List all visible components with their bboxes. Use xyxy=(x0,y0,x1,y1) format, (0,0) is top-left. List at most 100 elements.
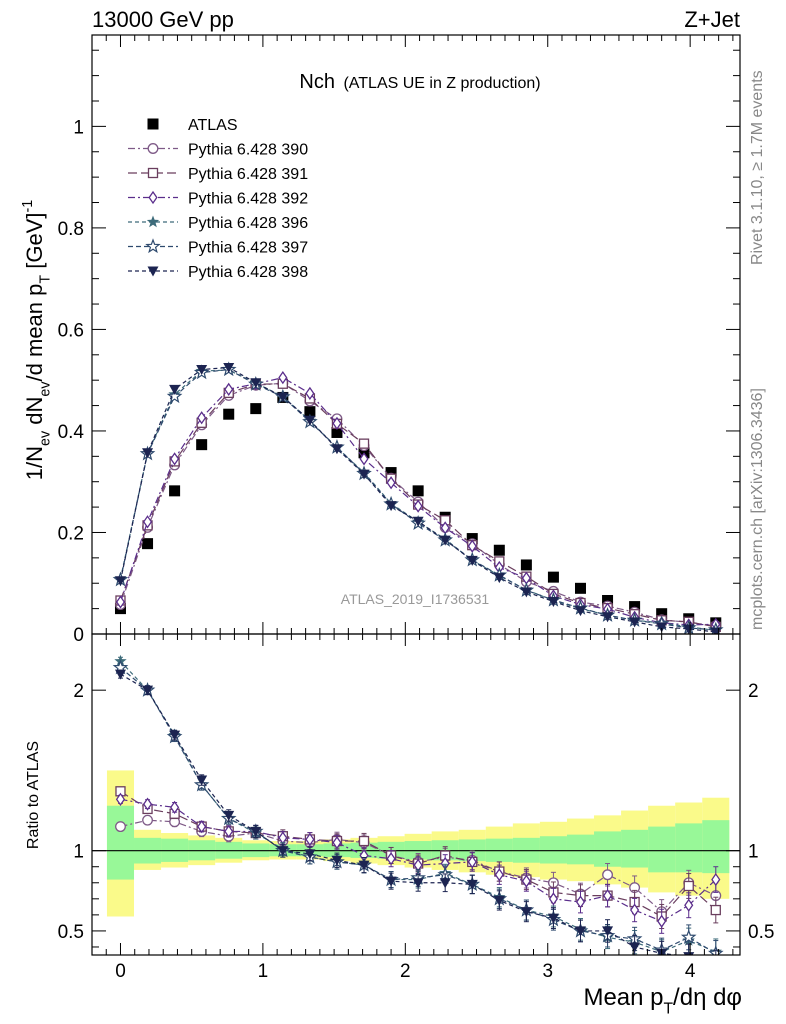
main-data-point xyxy=(277,392,289,403)
main-data-point xyxy=(331,444,343,455)
ratio-data-point xyxy=(520,907,532,918)
legend-marker xyxy=(146,215,160,228)
side-note-mcplots: mcplots.cern.ch [arXiv:1306.3436] xyxy=(749,388,766,630)
ratio-data-point xyxy=(332,836,342,850)
main-data-point xyxy=(547,597,559,608)
main-data-point xyxy=(629,617,641,628)
y-tick-label: 0.4 xyxy=(58,422,85,443)
legend-marker xyxy=(145,238,161,254)
main-data-point xyxy=(520,559,532,571)
ratio-data-point xyxy=(331,855,343,866)
x-tick-label: 1 xyxy=(258,961,269,982)
ratio-data-point xyxy=(224,824,234,839)
axis-label-part: T xyxy=(38,275,54,284)
ratio-band-inner xyxy=(566,834,595,865)
main-data-point xyxy=(278,371,288,385)
analysis-id: ATLAS_2019_I1736531 xyxy=(341,591,490,607)
ratio-band-inner xyxy=(106,805,135,880)
main-data-point xyxy=(358,469,370,480)
axis-label-part: Mean p xyxy=(583,984,663,1011)
main-data-point xyxy=(574,606,586,617)
ratio-data-point xyxy=(439,878,451,889)
main-data-point xyxy=(304,406,316,418)
main-series-layer xyxy=(112,361,724,634)
plot-title-sub: (ATLAS UE in Z production) xyxy=(343,75,540,92)
main-data-point xyxy=(656,608,668,620)
main-data-point xyxy=(169,384,181,395)
side-note-rivet: Rivet 3.1.10, ≥ 1.7M events xyxy=(749,70,766,265)
axis-label-part: 1/N xyxy=(22,446,47,480)
main-data-point xyxy=(683,624,695,634)
ratio-y-tick-label-right: 0.5 xyxy=(748,922,774,943)
main-data-point xyxy=(224,382,234,396)
ratio-data-point xyxy=(602,888,613,903)
legend-label: Pythia 6.428 398 xyxy=(188,264,308,281)
ratio-data-point xyxy=(196,775,208,786)
legend-entry-4: Pythia 6.428 396 xyxy=(128,215,308,232)
ratio-data-point xyxy=(142,814,153,826)
ratio-data-point xyxy=(710,904,721,916)
x-tick-label: 3 xyxy=(542,961,553,982)
ratio-data-point xyxy=(142,797,153,811)
ratio-series-line xyxy=(120,798,717,922)
plot-title-main: Nch xyxy=(299,71,335,93)
ratio-data-point xyxy=(683,952,695,955)
main-data-point xyxy=(629,601,641,613)
legend-entry-0: ATLAS xyxy=(147,117,238,134)
ratio-data-point xyxy=(358,860,370,871)
axis-label-part: ev xyxy=(38,430,54,446)
legend-label: ATLAS xyxy=(188,117,238,134)
main-data-point xyxy=(304,415,316,426)
ratio-data-point xyxy=(602,926,614,937)
main-data-point xyxy=(358,438,370,449)
main-data-point xyxy=(656,622,668,633)
ratio-data-point xyxy=(680,929,697,944)
ratio-data-point xyxy=(630,903,640,917)
header-left: 13000 GeV pp xyxy=(92,7,234,32)
main-data-point xyxy=(412,485,424,497)
ratio-y-tick-label-right: 2 xyxy=(748,681,759,702)
ratio-series-3 xyxy=(114,654,722,955)
header-right: Z+Jet xyxy=(684,7,740,32)
ratio-data-point xyxy=(548,892,559,906)
ratio-data-point xyxy=(250,826,262,837)
main-data-point xyxy=(385,467,397,479)
main-data-point xyxy=(166,388,183,404)
ratio-data-point xyxy=(385,876,397,887)
legend-marker xyxy=(147,143,159,154)
main-data-point xyxy=(114,576,126,587)
main-series-line xyxy=(119,368,716,631)
ratio-data-point xyxy=(412,878,424,889)
main-data-point xyxy=(196,439,208,451)
ratio-data-point xyxy=(683,880,694,892)
main-data-point xyxy=(386,476,396,490)
ratio-plot-background xyxy=(92,770,740,917)
ratio-data-point xyxy=(547,913,559,924)
ratio-data-point xyxy=(197,819,207,834)
main-data-point xyxy=(412,516,424,527)
ratio-data-point xyxy=(629,942,641,953)
ratio-series-5 xyxy=(114,669,721,969)
y-tick-label: 0 xyxy=(73,625,84,646)
ratio-band-inner xyxy=(539,836,567,864)
ratio-data-point xyxy=(169,730,181,741)
ratio-data-point xyxy=(466,879,478,890)
main-data-point xyxy=(467,539,477,553)
legend: ATLAS Pythia 6.428 390 Pythia 6.428 391 Pyt… xyxy=(128,117,308,281)
axis-label-part: -1 xyxy=(20,200,36,213)
ratio-data-point xyxy=(684,898,694,912)
ratio-band-inner xyxy=(675,823,703,873)
ratio-series-line xyxy=(120,660,717,953)
legend-entry-6: Pythia 6.428 398 xyxy=(128,264,308,281)
ratio-data-point xyxy=(657,914,667,928)
main-data-point xyxy=(223,408,235,420)
main-data-point xyxy=(547,571,559,583)
main-data-point xyxy=(142,515,153,529)
main-data-point xyxy=(602,612,614,623)
ratio-data-point xyxy=(710,959,721,969)
ratio-data-point xyxy=(304,849,316,860)
main-data-point xyxy=(142,448,154,459)
ratio-data-point xyxy=(521,874,531,888)
legend-entry-5: Pythia 6.428 397 xyxy=(128,238,308,257)
ratio-data-point xyxy=(574,926,586,937)
